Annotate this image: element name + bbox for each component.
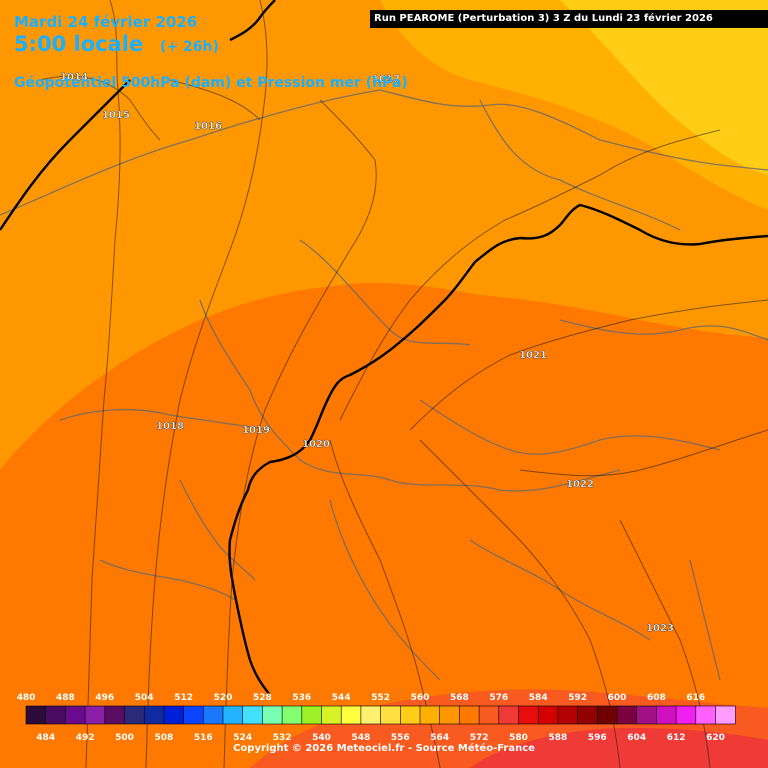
isobar-label-1015: 1015 [102,110,130,121]
legend-bottom-label: 572 [470,733,489,743]
legend-bottom-label: 620 [706,733,725,743]
legend-top-label: 552 [371,693,390,703]
legend-top-label: 544 [332,693,351,703]
legend-top-label: 528 [253,693,272,703]
legend-bottom-label: 548 [352,733,371,743]
legend-swatch [45,705,67,725]
legend-bottom-label: 596 [588,733,607,743]
legend-top-label: 592 [568,693,587,703]
legend-swatches [25,705,736,725]
parameter-title: Géopotentiel 500hPa (dam) et Pression me… [14,75,408,91]
legend-bottom-label: 516 [194,733,213,743]
isobar-lines [39,0,768,768]
legend-swatch [419,705,441,725]
legend-top-label: 616 [686,693,705,703]
legend-bottom-label: 492 [76,733,95,743]
legend-swatch [242,705,263,725]
isobar-label-1023: 1023 [646,623,674,634]
legend-swatch [124,705,145,725]
legend-swatch [695,705,717,725]
run-banner: Run PEAROME (Perturbation 3) 3 Z du Lund… [370,10,768,28]
legend-swatch [596,705,618,725]
legend-swatch [656,705,677,725]
legend-swatch [715,705,736,725]
legend-top-label: 600 [608,693,627,703]
legend-swatch [616,705,638,725]
legend-swatch [518,705,539,725]
legend-top-label: 512 [174,693,193,703]
isobar-label-1021: 1021 [519,350,547,361]
legend-bottom-label: 500 [115,733,134,743]
isobar-label-1016: 1016 [194,121,222,132]
legend-swatch [439,705,461,725]
legend-top-label: 584 [529,693,548,703]
legend-bottom-label: 484 [36,733,55,743]
legend-top-label: 496 [95,693,114,703]
legend-top-label: 568 [450,693,469,703]
legend-swatch [104,705,126,725]
country-borders [0,89,768,681]
legend-bottom-labels: 484 492 500 508 516 524 532 540 548 556 564 572 580 5… [36,733,725,743]
legend-swatch [380,705,401,725]
band-572 [0,283,768,768]
legend-bottom-label: 508 [155,733,174,743]
legend-swatch [498,705,520,725]
legend-swatch [321,705,342,725]
legend-swatch [203,705,224,725]
legend-top-label: 560 [411,693,430,703]
legend-bottom-label: 564 [430,733,449,743]
legend-swatch [281,705,303,725]
legend-bottom-label: 588 [549,733,568,743]
legend-swatch [459,705,480,725]
copyright-text: Copyright © 2026 Meteociel.fr - Source M… [233,743,535,754]
legend-top-label: 608 [647,693,666,703]
legend-swatch [577,705,598,725]
legend-top-labels: 480 488 496 504 512 520 528 536 544 552 560 568 576 5… [17,693,706,703]
legend-swatch [143,705,165,725]
legend-top-label: 480 [17,693,36,703]
legend-top-label: 576 [489,693,508,703]
legend-swatch [399,705,421,725]
legend-swatch [675,705,697,725]
isobar-label-1014: 1014 [60,72,88,83]
legend-top-label: 504 [135,693,154,703]
isobar-label-1017: 1017 [372,74,400,85]
band-584 [470,727,768,768]
legend-swatch [340,705,362,725]
legend-swatch [262,705,283,725]
legend-swatch [360,705,382,725]
isobar-labels: 1014 1015 1016 1017 1018 1019 1020 1021 … [60,72,674,634]
legend-top-label: 520 [214,693,233,703]
legend-top-label: 536 [292,693,311,703]
legend-bottom-label: 524 [233,733,252,743]
forecast-date: Mardi 24 février 2026 [14,13,198,31]
legend-top-label: 488 [56,693,75,703]
legend-bottom-label: 540 [312,733,331,743]
legend-bottom-label: 604 [627,733,646,743]
forecast-time: 5:00 locale [14,32,144,56]
forecast-offset: (+ 26h) [160,39,219,55]
legend-swatch [557,705,579,725]
color-legend: 480 488 496 504 512 520 528 536 544 552 560 568 576 5… [17,693,736,743]
legend-swatch [537,705,559,725]
legend-swatch [301,705,323,725]
isobar-label-1018: 1018 [156,421,184,432]
isobar-label-1022: 1022 [566,479,594,490]
legend-swatch [163,705,185,725]
coastline [0,0,768,696]
legend-swatch [84,705,106,725]
legend-swatch [222,705,244,725]
legend-bottom-label: 556 [391,733,410,743]
legend-bottom-label: 532 [273,733,292,743]
legend-swatch [65,705,86,725]
legend-swatch [183,705,204,725]
legend-swatch [25,705,47,725]
isobar-label-1020: 1020 [302,439,330,450]
legend-bottom-label: 580 [509,733,528,743]
legend-swatch [478,705,500,725]
isobar-label-1019: 1019 [242,425,270,436]
legend-bottom-label: 612 [667,733,686,743]
legend-swatch [636,705,658,725]
